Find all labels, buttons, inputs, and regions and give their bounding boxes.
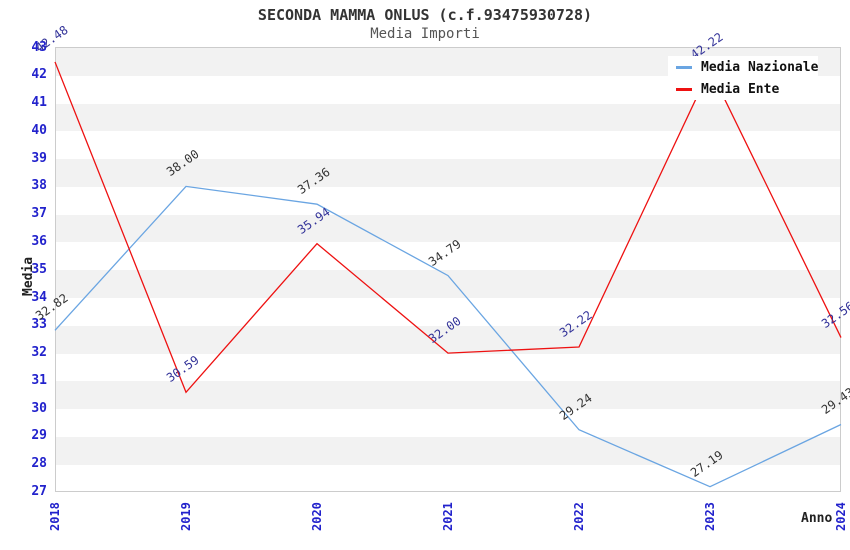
chart-title: SECONDA MAMMA ONLUS (c.f.93475930728) [257, 6, 593, 24]
grid-band [56, 131, 840, 160]
grid-band [56, 436, 840, 465]
chart-subtitle: Media Importi [370, 26, 480, 42]
y-tick-label: 35 [31, 261, 47, 277]
y-tick-label: 38 [31, 178, 47, 194]
y-tick-label: 33 [31, 317, 47, 333]
legend: Media Nazionale Media Ente [668, 56, 818, 100]
grid-band [56, 298, 840, 326]
y-tick-label: 42 [31, 67, 47, 83]
legend-line-icon [676, 65, 692, 69]
y-tick-label: 36 [31, 233, 47, 249]
grid-band [56, 409, 840, 437]
grid-band [56, 325, 840, 354]
plot-area [55, 47, 841, 492]
grid-band [56, 381, 840, 410]
y-tick-label: 41 [31, 95, 47, 111]
grid-band [56, 159, 840, 187]
grid-band [56, 214, 840, 243]
y-tick-label: 29 [31, 428, 47, 444]
y-tick-label: 34 [31, 289, 47, 305]
series-line-media-nazionale [54, 185, 842, 488]
legend-label: Media Ente [701, 81, 780, 97]
legend-item: Media Ente [668, 79, 818, 99]
x-axis-title: Anno [801, 511, 833, 526]
y-tick-label: 39 [31, 150, 47, 166]
y-tick-label: 32 [31, 345, 47, 361]
grid-band [56, 242, 840, 271]
grid-band [56, 186, 840, 215]
legend-line-icon [676, 87, 692, 91]
grid-band [56, 353, 840, 382]
grid-band [56, 103, 840, 132]
y-tick-label: 27 [31, 484, 47, 499]
y-tick-label: 43 [31, 39, 47, 55]
series-line-media-ente [54, 61, 842, 394]
y-tick-label: 31 [31, 372, 47, 388]
legend-item: Media Nazionale [668, 57, 818, 77]
y-tick-label: 40 [31, 122, 47, 138]
y-tick-label: 37 [31, 206, 47, 222]
legend-label: Media Nazionale [701, 59, 819, 75]
y-tick-label: 30 [31, 400, 47, 416]
y-tick-label: 28 [31, 456, 47, 472]
